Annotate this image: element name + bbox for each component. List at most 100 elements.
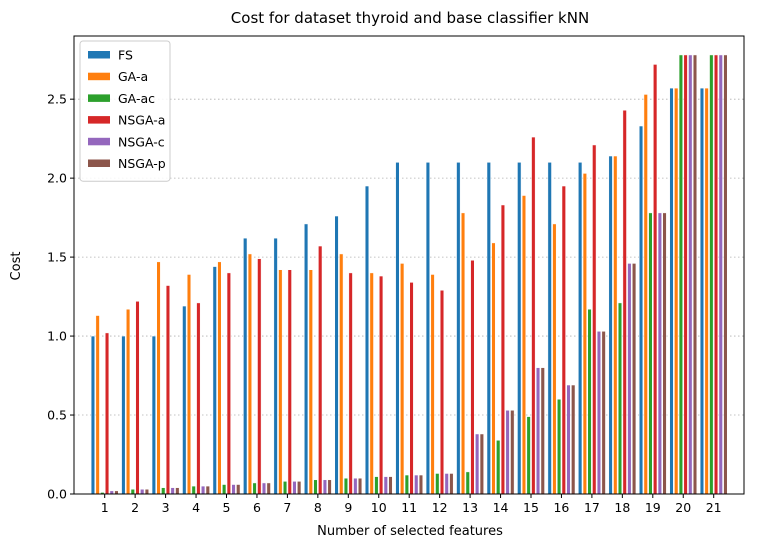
bar-nsga-c-3 <box>170 487 175 495</box>
plot-frame <box>73 35 745 495</box>
bar-fs-16 <box>547 162 552 495</box>
x-tick-label: 20 <box>675 500 691 515</box>
x-tick-label: 7 <box>283 500 291 515</box>
bar-nsga-a-14 <box>500 204 505 495</box>
bar-nsga-c-13 <box>475 433 480 495</box>
bar-fs-14 <box>486 162 491 495</box>
y-tick-label: 2.0 <box>47 171 67 186</box>
bar-fs-17 <box>578 162 583 495</box>
x-tick-label: 11 <box>401 500 417 515</box>
bar-ga-a-9 <box>339 253 344 495</box>
bar-nsga-c-2 <box>140 489 145 495</box>
x-tick-label: 18 <box>614 500 630 515</box>
bar-nsga-c-7 <box>292 481 297 495</box>
bar-ga-ac-14 <box>496 440 501 495</box>
legend-label: NSGA-c <box>118 134 165 149</box>
bar-ga-ac-3 <box>161 487 166 495</box>
bar-fs-2 <box>121 335 126 495</box>
bar-nsga-c-18 <box>627 263 632 495</box>
bar-nsga-a-4 <box>196 302 201 495</box>
bar-nsga-a-7 <box>287 269 292 495</box>
legend: FS GA-a GA-ac NSGA-a NSGA-c NSGA-p <box>79 40 171 182</box>
bar-ga-a-4 <box>186 274 192 495</box>
bar-nsga-p-14 <box>510 410 515 495</box>
bar-nsga-a-1 <box>105 332 110 495</box>
bar-nsga-c-11 <box>414 474 419 495</box>
bar-ga-a-14 <box>491 242 496 495</box>
bar-nsga-a-11 <box>409 282 414 495</box>
bar-nsga-a-19 <box>653 64 658 495</box>
chart-title: Cost for dataset thyroid and base classi… <box>231 9 589 27</box>
bar-nsga-p-6 <box>266 482 271 495</box>
bar-ga-a-5 <box>217 261 222 495</box>
y-tick-label: 2.5 <box>47 92 67 107</box>
x-tick-label: 6 <box>253 500 261 515</box>
bar-fs-6 <box>243 237 248 495</box>
bar-nsga-p-2 <box>144 489 149 495</box>
bar-nsga-a-3 <box>165 285 170 495</box>
bar-nsga-c-15 <box>536 367 541 495</box>
bar-fs-20 <box>669 87 674 495</box>
x-tick-label: 4 <box>192 500 200 515</box>
bar-fs-11 <box>395 162 400 495</box>
bar-ga-a-15 <box>521 195 527 495</box>
bar-nsga-a-9 <box>348 272 353 495</box>
bar-fs-18 <box>608 155 613 495</box>
x-tick-label: 12 <box>432 500 448 515</box>
bar-nsga-a-16 <box>561 185 566 495</box>
bar-ga-ac-19 <box>648 212 653 495</box>
bar-nsga-a-6 <box>257 258 262 495</box>
grid-lines <box>74 98 744 495</box>
bar-nsga-c-21 <box>718 54 723 495</box>
x-tick-label: 8 <box>314 500 322 515</box>
bar-ga-a-16 <box>552 223 557 495</box>
bar-nsga-a-10 <box>379 275 384 495</box>
x-tick-label: 16 <box>553 500 569 515</box>
bar-ga-a-10 <box>369 272 374 495</box>
x-tick-label: 3 <box>162 500 170 515</box>
bar-fs-12 <box>425 162 430 495</box>
bar-nsga-p-18 <box>632 263 637 495</box>
bar-ga-a-17 <box>582 173 587 495</box>
bar-nsga-a-2 <box>135 301 140 495</box>
x-axis-label: Number of selected features <box>317 524 503 539</box>
legend-swatch-nsga-a <box>88 116 110 124</box>
bar-nsga-c-20 <box>688 54 693 495</box>
bar-nsga-c-14 <box>505 410 510 495</box>
x-tick-label: 9 <box>344 500 352 515</box>
bar-fs-7 <box>273 237 278 495</box>
legend-label: GA-a <box>118 69 148 84</box>
bar-ga-ac-18 <box>617 302 623 495</box>
bar-nsga-c-19 <box>657 212 662 495</box>
bar-ga-a-20 <box>674 87 679 495</box>
bar-fs-5 <box>212 266 217 495</box>
bar-nsga-p-8 <box>327 479 332 495</box>
legend-label: NSGA-p <box>118 156 166 171</box>
legend-label: GA-ac <box>118 91 155 106</box>
y-tick-label: 0.5 <box>47 408 67 423</box>
bar-ga-ac-13 <box>465 471 470 495</box>
legend-swatch-ga-ac <box>88 94 110 102</box>
x-tick-label: 2 <box>131 500 139 515</box>
y-axis-label: Cost <box>9 252 24 281</box>
bar-fs-9 <box>334 215 339 495</box>
bar-nsga-c-5 <box>231 484 236 495</box>
y-tick-label: 0.0 <box>47 487 67 502</box>
x-axis-ticks: 1 2 3 4 5 6 7 8 9 10 11 12 13 14 15 16 17 18 19 20 21 <box>101 494 722 515</box>
bar-nsga-p-16 <box>571 384 576 495</box>
bar-ga-ac-2 <box>130 489 135 495</box>
bar-ga-ac-7 <box>283 481 288 495</box>
x-tick-label: 1 <box>101 500 109 515</box>
bar-nsga-c-16 <box>566 384 571 495</box>
bar-nsga-p-3 <box>175 487 180 495</box>
bar-nsga-a-5 <box>226 272 231 495</box>
bar-fs-13 <box>456 162 461 495</box>
bar-nsga-p-5 <box>236 484 241 495</box>
bar-nsga-p-21 <box>723 54 728 495</box>
y-axis-ticks: 0.0 0.5 1.0 1.5 2.0 2.5 <box>47 92 74 502</box>
y-tick-label: 1.5 <box>47 250 67 265</box>
bar-ga-a-13 <box>461 212 466 495</box>
bar-ga-ac-16 <box>557 398 562 495</box>
bar-ga-a-12 <box>430 274 435 495</box>
